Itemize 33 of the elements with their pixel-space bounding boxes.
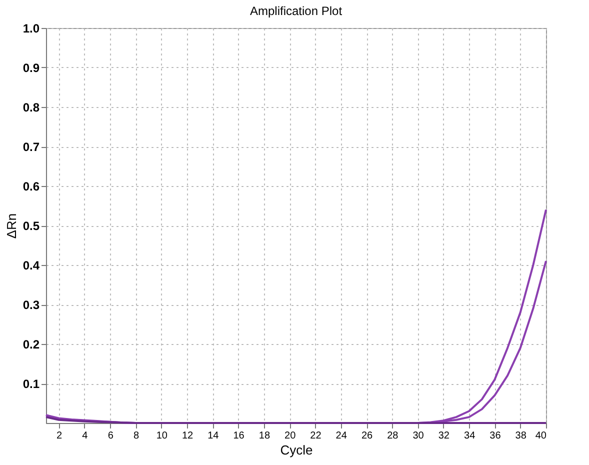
x-tick-label: 4 (82, 430, 88, 442)
x-tick-label: 36 (490, 430, 502, 442)
x-tick-label: 32 (438, 430, 450, 442)
x-tick-label: 22 (310, 430, 322, 442)
x-tick-label: 16 (233, 430, 245, 442)
x-tick-label: 8 (133, 430, 140, 442)
y-tick-label: 0.5 (22, 219, 40, 233)
y-tick-label: 0.6 (22, 180, 40, 194)
x-tick-label: 14 (208, 430, 220, 442)
x-tick-label: 30 (412, 430, 424, 442)
x-tick-label: 20 (284, 430, 296, 442)
chart-title: Amplification Plot (250, 4, 343, 18)
y-axis-title: ΔRn (4, 213, 19, 239)
y-tick-label: 0.1 (22, 377, 40, 391)
y-tick-label: 0.8 (22, 100, 40, 114)
y-tick-label: 0.7 (22, 140, 40, 154)
x-tick-label: 26 (361, 430, 374, 442)
x-tick-label: 38 (515, 430, 527, 442)
x-tick-label: 40 (535, 430, 547, 442)
x-tick-label: 10 (156, 430, 168, 442)
y-tick-label: 0.3 (22, 298, 40, 312)
y-tick-label: 0.2 (22, 338, 40, 352)
y-tick-label: 0.4 (22, 258, 40, 272)
x-axis-title: Cycle (280, 442, 313, 458)
x-tick-label: 18 (258, 430, 270, 442)
x-tick-label: 34 (464, 430, 476, 442)
x-tick-label: 6 (108, 430, 114, 442)
x-tick-label: 24 (336, 430, 348, 442)
y-tick-label: 1.0 (22, 22, 40, 36)
y-tick-label: 0.9 (22, 61, 40, 75)
x-tick-label: 2 (56, 430, 63, 442)
x-tick-label: 12 (182, 430, 194, 442)
x-tick-label: 28 (387, 430, 399, 442)
